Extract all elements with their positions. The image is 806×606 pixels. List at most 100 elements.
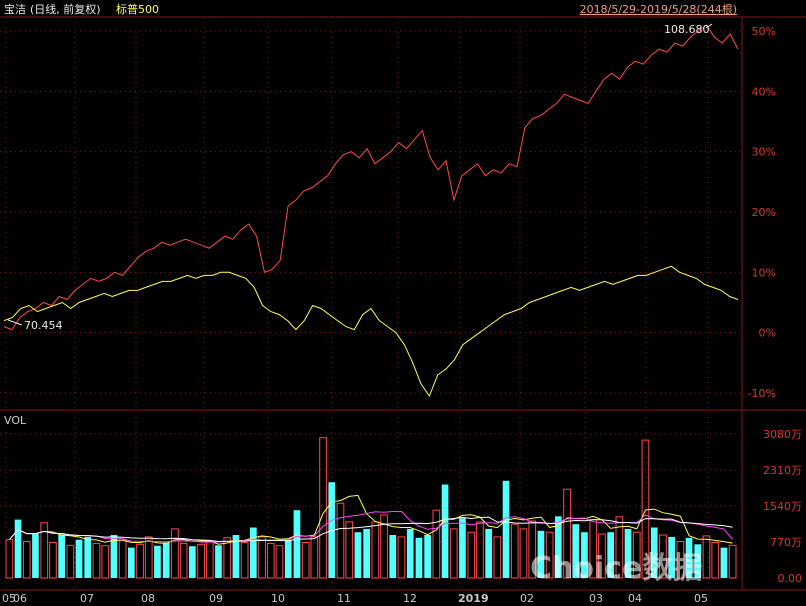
volume-bar	[615, 516, 624, 579]
x-tick-label: 12	[403, 592, 417, 605]
volume-bar	[555, 516, 562, 578]
x-tick-label: 05	[2, 592, 16, 605]
volume-bar	[668, 536, 675, 578]
high-price-pointer	[705, 23, 713, 29]
volume-bar	[345, 521, 354, 579]
price-y-tick: 10%	[752, 266, 776, 279]
volume-bar	[250, 527, 257, 578]
volume-bar	[397, 536, 406, 579]
volume-bar	[650, 527, 658, 578]
volume-bar	[493, 536, 502, 579]
volume-bar	[363, 528, 370, 578]
volume-bar	[258, 536, 266, 579]
volume-y-tick: 0.00	[778, 572, 803, 585]
volume-bar	[58, 534, 65, 578]
y-axis-labels: 50% 40% 30% 20% 10% 0% -10% 3080万 2310万 1540万 770万…	[748, 25, 802, 585]
x-tick-label: 07	[80, 592, 94, 605]
volume-bar	[459, 518, 466, 578]
volume-bar	[607, 532, 614, 578]
low-price-pointer	[7, 319, 23, 326]
volume-bar	[179, 542, 188, 579]
price-y-tick: 50%	[752, 25, 776, 38]
volume-bar	[101, 545, 110, 579]
x-tick-label: 10	[271, 592, 285, 605]
volume-y-tick: 770万	[770, 536, 802, 549]
volume-bar	[659, 534, 667, 579]
volume-bar	[432, 509, 441, 579]
volume-bar	[380, 514, 388, 579]
volume-bar	[702, 535, 711, 579]
volume-bar	[406, 528, 414, 578]
volume-y-tick: 1540万	[763, 500, 802, 513]
volume-y-tick: 3080万	[763, 428, 802, 441]
volume-bar	[136, 543, 144, 579]
vol-title: VOL	[4, 414, 27, 427]
volume-bars	[5, 437, 737, 579]
volume-bar	[110, 535, 118, 578]
volume-bar	[275, 545, 284, 579]
volume-ma-line	[9, 494, 733, 545]
volume-bar	[144, 536, 153, 579]
volume-ma-line	[9, 516, 733, 543]
low-price-label: 70.454	[24, 319, 63, 332]
volume-bar	[711, 542, 720, 579]
benchmark-name: 标普500	[116, 2, 159, 16]
volume-bar	[66, 544, 75, 579]
volume-bar	[371, 521, 380, 579]
watermark: Choice数据	[530, 551, 702, 586]
volume-bar	[641, 439, 650, 579]
volume-bar	[694, 544, 702, 578]
volume-bar	[676, 541, 685, 579]
volume-bar	[189, 546, 196, 578]
volume-bar	[441, 484, 449, 578]
volume-bar	[510, 523, 519, 579]
volume-bar	[598, 533, 606, 579]
price-y-tick: -10%	[748, 387, 776, 400]
price-lines	[3, 24, 739, 398]
volume-bar	[301, 542, 310, 579]
x-tick-label: 02	[520, 592, 534, 605]
volume-bar	[319, 437, 327, 579]
volume-ma-lines	[9, 494, 733, 545]
volume-bar	[424, 535, 431, 578]
volume-bar	[197, 543, 205, 579]
volume-bar	[563, 488, 571, 579]
volume-bar	[685, 537, 693, 578]
volume-bar	[545, 531, 554, 579]
price-y-tick: 40%	[752, 85, 776, 98]
volume-bar	[389, 535, 397, 578]
volume-bar	[84, 536, 92, 578]
volume-bar	[336, 502, 345, 579]
volume-bar	[528, 520, 537, 579]
volume-bar	[537, 530, 545, 578]
price-y-tick: 20%	[752, 206, 776, 219]
stock-price-line	[3, 24, 739, 331]
volume-bar	[75, 539, 83, 578]
volume-bar	[572, 524, 580, 578]
volume-bar	[728, 544, 737, 579]
volume-ma-line	[9, 511, 733, 543]
volume-bar	[118, 539, 127, 579]
stock-name: 宝洁	[4, 2, 26, 16]
chart-mode: (日线, 前复权)	[30, 2, 101, 16]
x-tick-label: 05	[694, 592, 708, 605]
volume-bar	[266, 542, 275, 579]
volume-bar	[49, 542, 57, 579]
x-tick-label: 06	[13, 592, 27, 605]
volume-bar	[467, 531, 476, 579]
volume-bar	[215, 545, 222, 578]
volume-bar	[502, 480, 510, 578]
volume-bar	[205, 541, 214, 579]
volume-bar	[519, 528, 528, 579]
high-price-label: 108.680	[664, 23, 710, 36]
price-y-tick: 0%	[759, 327, 776, 340]
volume-bar	[32, 533, 39, 578]
volume-y-tick: 2310万	[763, 464, 802, 477]
price-y-tick: 30%	[752, 146, 776, 159]
volume-bar	[223, 537, 232, 579]
volume-bar	[415, 537, 423, 578]
gridlines	[0, 17, 742, 590]
date-range[interactable]: 2018/5/29-2019/5/28(244根)	[580, 2, 737, 16]
x-tick-label: 03	[589, 592, 603, 605]
volume-bar	[171, 528, 179, 579]
